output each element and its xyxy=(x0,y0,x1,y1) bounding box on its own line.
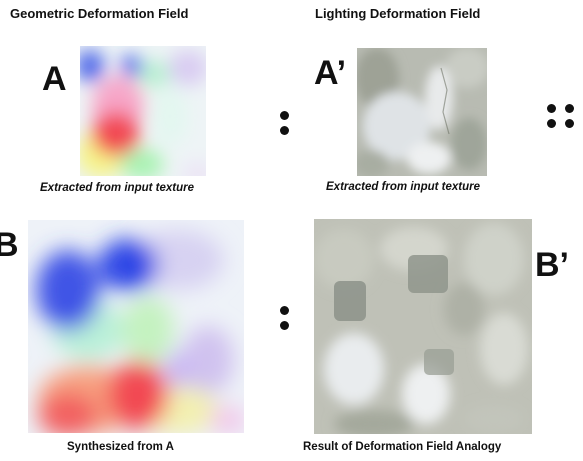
caption-b-prime: Result of Deformation Field Analogy xyxy=(303,441,502,453)
caption-a: Extracted from input texture xyxy=(40,182,194,194)
ratio-dot-bottom xyxy=(280,126,289,135)
geometric-field-heading: Geometric Deformation Field xyxy=(10,6,189,21)
lighting-field-b-prime-image xyxy=(314,219,532,434)
analogy-dot-1 xyxy=(547,104,556,113)
ratio-dot-top-2 xyxy=(280,306,289,315)
lighting-field-a-prime-image xyxy=(357,48,487,176)
caption-b: Synthesized from A xyxy=(67,441,174,453)
ratio-dot-top xyxy=(280,111,289,120)
label-b: B xyxy=(0,226,19,264)
analogy-dot-4 xyxy=(565,119,574,128)
caption-a-prime: Extracted from input texture xyxy=(326,181,480,193)
geometric-field-a-image xyxy=(80,46,206,176)
lighting-field-heading: Lighting Deformation Field xyxy=(315,6,481,21)
label-a-prime: A’ xyxy=(314,54,347,92)
analogy-dot-3 xyxy=(565,104,574,113)
analogy-dot-2 xyxy=(547,119,556,128)
label-a: A xyxy=(42,60,67,98)
label-b-prime: B’ xyxy=(535,246,569,284)
ratio-dot-bottom-2 xyxy=(280,321,289,330)
geometric-field-b-image xyxy=(28,220,244,433)
